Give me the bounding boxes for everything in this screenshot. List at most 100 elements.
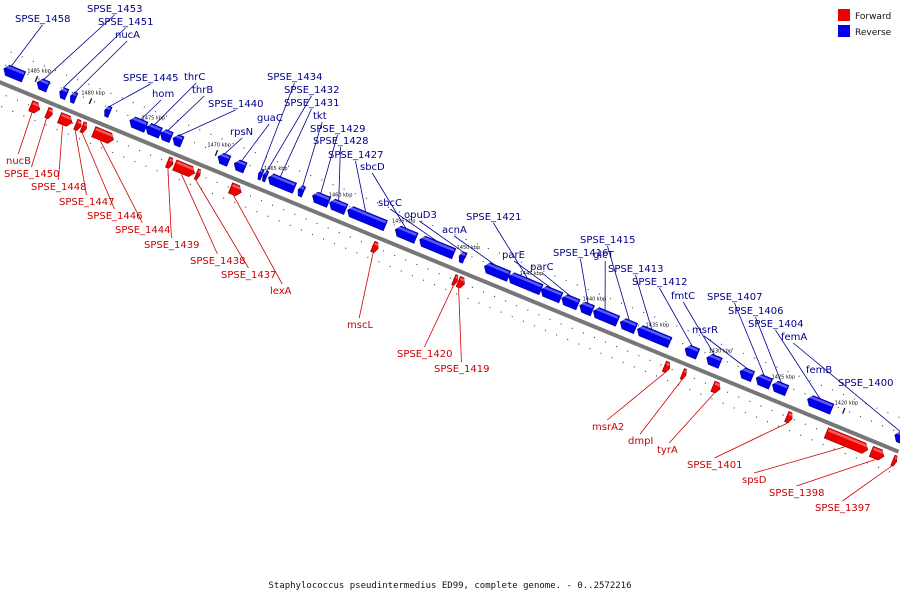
gene-highlight [459, 277, 466, 282]
gene-highlight [686, 345, 699, 352]
gene-body [172, 159, 195, 177]
gene-highlight [95, 127, 115, 138]
gene-block [73, 118, 82, 132]
reverse-gene-label: SPSE_1415 [580, 235, 636, 246]
label-connector [424, 285, 454, 348]
label-connector [775, 329, 821, 400]
label-connector [659, 287, 693, 347]
backbone-layer [0, 80, 900, 454]
gene-body [394, 225, 419, 244]
gene-block [104, 105, 113, 118]
label-connector [606, 372, 665, 421]
reverse-gene-label: msrR [692, 325, 718, 336]
gene-highlight [374, 242, 379, 247]
gene-highlight [260, 169, 263, 173]
gene-block [268, 173, 297, 194]
label-connector [355, 160, 367, 213]
gene-body [193, 168, 201, 181]
gene-highlight [757, 374, 772, 382]
gene-body [579, 301, 595, 317]
gene-highlight [331, 198, 347, 208]
gene-highlight [232, 184, 243, 191]
gene-body [91, 126, 114, 144]
gene-highlight [788, 412, 793, 417]
guide-track [0, 92, 895, 462]
label-connector [224, 137, 243, 155]
gene-body [227, 182, 242, 197]
label-connector [167, 168, 172, 239]
gene-layer [3, 64, 900, 467]
gene-body [679, 368, 687, 380]
gene-body [784, 411, 793, 424]
label-connector [338, 146, 341, 202]
gene-block [28, 100, 41, 114]
label-connector [755, 316, 782, 384]
gene-block [56, 112, 73, 127]
gene-block [894, 431, 900, 445]
gene-body [104, 105, 113, 118]
label-connector [179, 109, 236, 136]
tick-label: 1470 kbp [207, 142, 231, 148]
label-connector [796, 459, 876, 487]
gene-highlight [396, 225, 417, 236]
gene-highlight [774, 380, 788, 389]
forward-gene-label: SPSE_1439 [144, 240, 200, 251]
gene-highlight [169, 158, 174, 162]
gene-block [59, 87, 70, 101]
label-connector [10, 24, 43, 67]
gene-body [637, 325, 673, 349]
reverse-gene-label: SPSE_1406 [728, 306, 784, 317]
forward-gene-label: nucB [6, 156, 31, 167]
reverse-gene-label: rpsN [230, 127, 253, 138]
gene-block [484, 262, 512, 282]
reverse-gene-label: SPSE_1434 [267, 72, 323, 83]
gene-block [262, 170, 270, 183]
gene-highlight [349, 206, 387, 224]
gene-highlight [299, 185, 305, 190]
forward-gene-label: mscL [347, 320, 373, 331]
tick-label: 1420 kbp [835, 400, 859, 406]
gene-highlight [61, 87, 68, 93]
reverse-gene-label: opuD3 [404, 210, 437, 221]
reverse-gene-label: SPSE_1404 [748, 319, 804, 330]
reverse-gene-label: SPSE_1428 [313, 136, 369, 147]
gene-block [91, 126, 115, 144]
forward-gene-label: SPSE_1401 [687, 460, 743, 471]
gene-body [312, 191, 332, 208]
label-connector [792, 342, 900, 432]
gene-body [73, 118, 82, 132]
gene-body [233, 159, 248, 174]
gene-body [661, 360, 670, 374]
reverse-gene-label: parE [502, 250, 525, 261]
gene-body [455, 276, 465, 289]
gene-highlight [421, 235, 455, 252]
gene-body [890, 454, 898, 467]
gene-block [44, 106, 54, 120]
forward-gene-label: SPSE_1450 [4, 169, 60, 180]
tick-mark [842, 407, 846, 414]
gene-block [579, 301, 595, 317]
label-connector [453, 235, 497, 267]
gene-highlight [510, 272, 542, 288]
gene-block [890, 454, 898, 467]
label-connector [266, 95, 312, 172]
gene-block [193, 168, 201, 181]
gene-block [347, 206, 388, 232]
gene-body [561, 294, 581, 311]
reverse-gene-label: SPSE_1400 [838, 378, 894, 389]
gene-body [145, 123, 163, 139]
gene-body [164, 156, 174, 169]
gene-body [329, 198, 349, 215]
tick-mark [34, 75, 39, 82]
label-connector [82, 133, 115, 210]
reverse-gene-label: SPSE_1431 [284, 98, 340, 109]
gene-block [679, 368, 687, 380]
reverse-gene-label: SPSE_1445 [123, 73, 179, 84]
gene-body [739, 367, 756, 383]
label-connector [153, 82, 197, 126]
reverse-gene-label: SPSE_1427 [328, 150, 384, 161]
gene-body [894, 431, 900, 445]
reverse-gene-label: tkt [313, 111, 327, 122]
gene-block [145, 123, 163, 139]
label-connector [714, 422, 788, 459]
